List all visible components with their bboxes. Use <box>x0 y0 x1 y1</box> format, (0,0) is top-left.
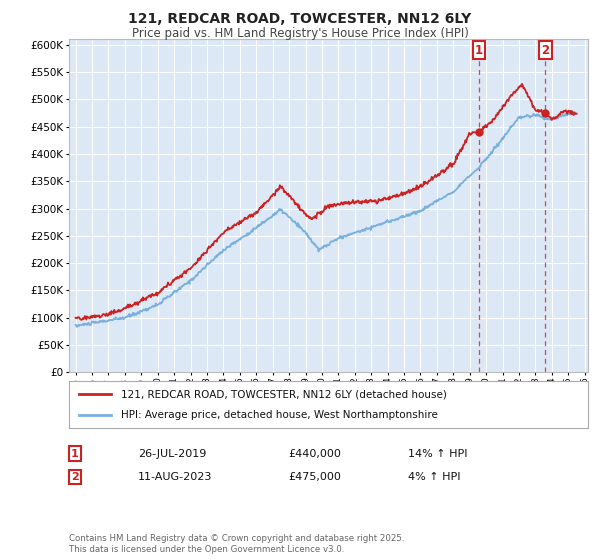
Text: HPI: Average price, detached house, West Northamptonshire: HPI: Average price, detached house, West… <box>121 410 438 420</box>
Text: £475,000: £475,000 <box>288 472 341 482</box>
Text: 26-JUL-2019: 26-JUL-2019 <box>138 449 206 459</box>
Text: 4% ↑ HPI: 4% ↑ HPI <box>408 472 461 482</box>
Text: 2: 2 <box>71 472 79 482</box>
Text: 14% ↑ HPI: 14% ↑ HPI <box>408 449 467 459</box>
Text: 121, REDCAR ROAD, TOWCESTER, NN12 6LY: 121, REDCAR ROAD, TOWCESTER, NN12 6LY <box>128 12 472 26</box>
Text: Contains HM Land Registry data © Crown copyright and database right 2025.
This d: Contains HM Land Registry data © Crown c… <box>69 534 404 554</box>
Text: Price paid vs. HM Land Registry's House Price Index (HPI): Price paid vs. HM Land Registry's House … <box>131 27 469 40</box>
Text: 2: 2 <box>541 44 550 57</box>
Text: £440,000: £440,000 <box>288 449 341 459</box>
Text: 1: 1 <box>475 44 483 57</box>
Text: 121, REDCAR ROAD, TOWCESTER, NN12 6LY (detached house): 121, REDCAR ROAD, TOWCESTER, NN12 6LY (d… <box>121 389 447 399</box>
Text: 11-AUG-2023: 11-AUG-2023 <box>138 472 212 482</box>
Text: 1: 1 <box>71 449 79 459</box>
